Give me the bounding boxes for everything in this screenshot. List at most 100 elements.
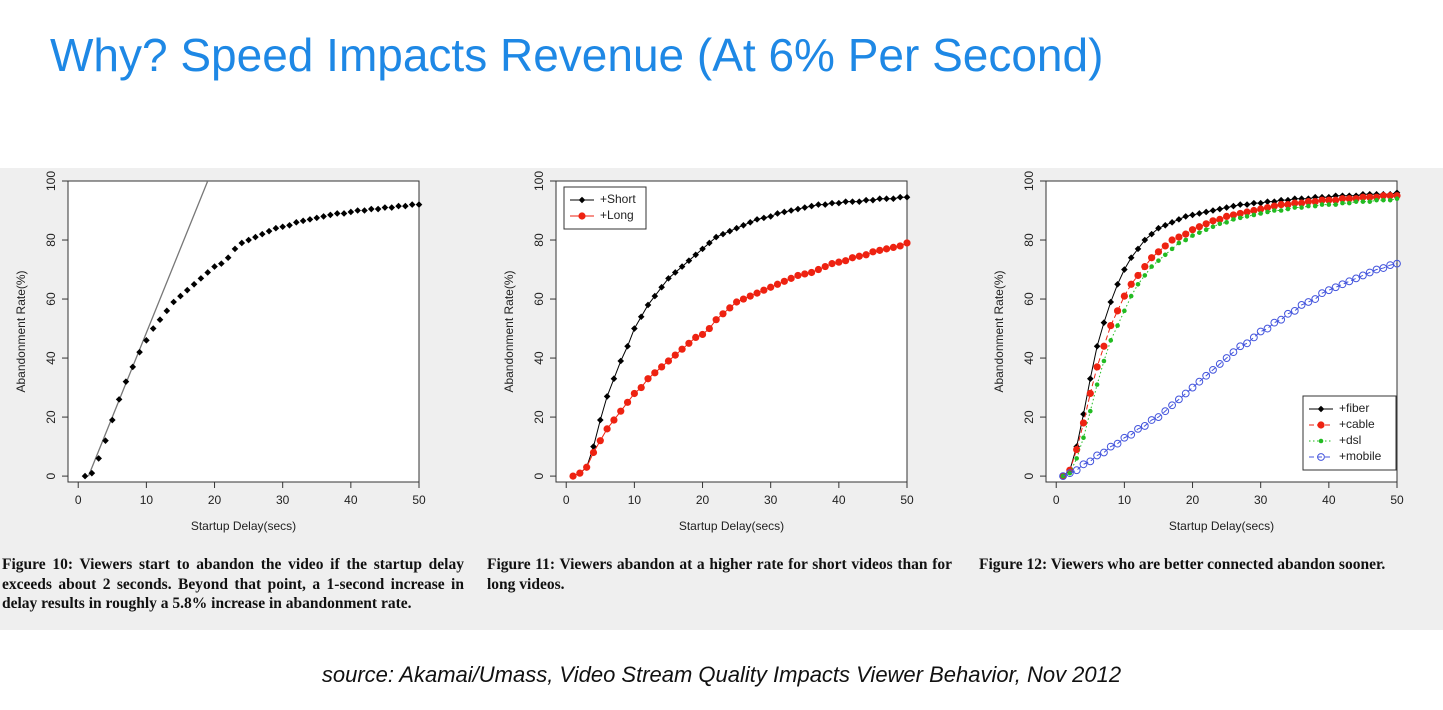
point <box>1297 199 1306 207</box>
point <box>583 463 591 471</box>
point <box>814 265 822 274</box>
point <box>320 213 327 220</box>
point <box>1277 201 1285 209</box>
point <box>1079 460 1088 469</box>
point <box>1304 298 1313 306</box>
point <box>286 221 293 229</box>
point <box>306 216 314 223</box>
point <box>685 339 693 347</box>
point <box>1291 199 1299 207</box>
x-tick-label: 0 <box>563 493 570 507</box>
point <box>1264 198 1271 205</box>
point <box>1182 213 1190 220</box>
point <box>781 208 788 216</box>
x-tick-label: 50 <box>1390 493 1404 507</box>
point <box>767 283 775 291</box>
point <box>1127 254 1135 262</box>
point <box>603 393 611 400</box>
point <box>211 263 218 270</box>
point <box>1073 445 1081 454</box>
point <box>719 310 727 318</box>
point <box>903 239 911 247</box>
point <box>644 375 652 383</box>
point <box>760 286 768 294</box>
point <box>1106 442 1115 451</box>
x-axis-label: Startup Delay(secs) <box>1169 519 1274 533</box>
point <box>115 396 123 403</box>
point <box>699 245 706 253</box>
x-tick-label: 20 <box>696 493 710 507</box>
point <box>801 270 809 278</box>
y-tick-label: 0 <box>532 472 546 479</box>
point <box>1251 212 1257 218</box>
point <box>1169 246 1175 252</box>
y-tick-label: 20 <box>532 410 546 424</box>
point <box>1197 230 1202 235</box>
point <box>610 416 618 424</box>
point <box>903 193 911 201</box>
point <box>1285 206 1291 212</box>
y-tick-label: 0 <box>1022 472 1036 479</box>
point <box>569 472 577 480</box>
point <box>692 251 700 259</box>
point <box>1127 280 1135 288</box>
point <box>1195 223 1203 231</box>
point <box>883 195 890 203</box>
point <box>1060 473 1066 479</box>
point <box>1149 264 1154 269</box>
point <box>1079 419 1088 427</box>
point <box>1244 214 1250 219</box>
point <box>1156 258 1161 263</box>
point <box>333 210 341 217</box>
point <box>1135 281 1141 287</box>
point <box>807 268 816 277</box>
point <box>733 298 741 306</box>
point <box>1365 268 1374 277</box>
point <box>1338 195 1347 203</box>
point <box>1366 193 1374 201</box>
point <box>1134 245 1142 253</box>
point <box>603 425 611 433</box>
point <box>1250 199 1258 207</box>
point <box>374 205 382 213</box>
point <box>1168 401 1176 410</box>
point <box>1318 196 1326 204</box>
point <box>1379 192 1387 200</box>
point <box>1278 208 1284 213</box>
point <box>1113 307 1122 315</box>
point <box>855 198 863 205</box>
point <box>828 199 836 207</box>
point <box>156 316 164 323</box>
point <box>149 325 157 332</box>
point <box>651 292 659 300</box>
y-tick-label: 60 <box>1022 292 1036 306</box>
point <box>1202 208 1210 216</box>
point <box>1086 457 1095 466</box>
point <box>617 407 625 415</box>
point <box>1210 224 1216 230</box>
point <box>698 330 707 339</box>
point <box>882 245 891 253</box>
point <box>1161 242 1169 250</box>
y-tick-label: 80 <box>1022 233 1036 247</box>
point <box>1353 199 1359 204</box>
point <box>597 416 604 424</box>
point <box>869 196 877 204</box>
x-tick-label: 40 <box>1322 493 1336 507</box>
point <box>589 448 598 457</box>
point <box>1381 197 1386 203</box>
point <box>1332 196 1340 204</box>
point <box>596 437 604 445</box>
point <box>1257 205 1265 213</box>
point <box>1263 203 1272 212</box>
point <box>231 245 239 253</box>
point <box>1215 360 1224 368</box>
point <box>1203 227 1209 232</box>
y-tick-label: 20 <box>1022 410 1036 424</box>
point <box>1196 210 1203 217</box>
y-tick-label: 60 <box>532 292 546 306</box>
point <box>1243 339 1251 348</box>
plot-area <box>67 180 420 483</box>
point <box>1122 308 1127 314</box>
point <box>1074 456 1079 461</box>
